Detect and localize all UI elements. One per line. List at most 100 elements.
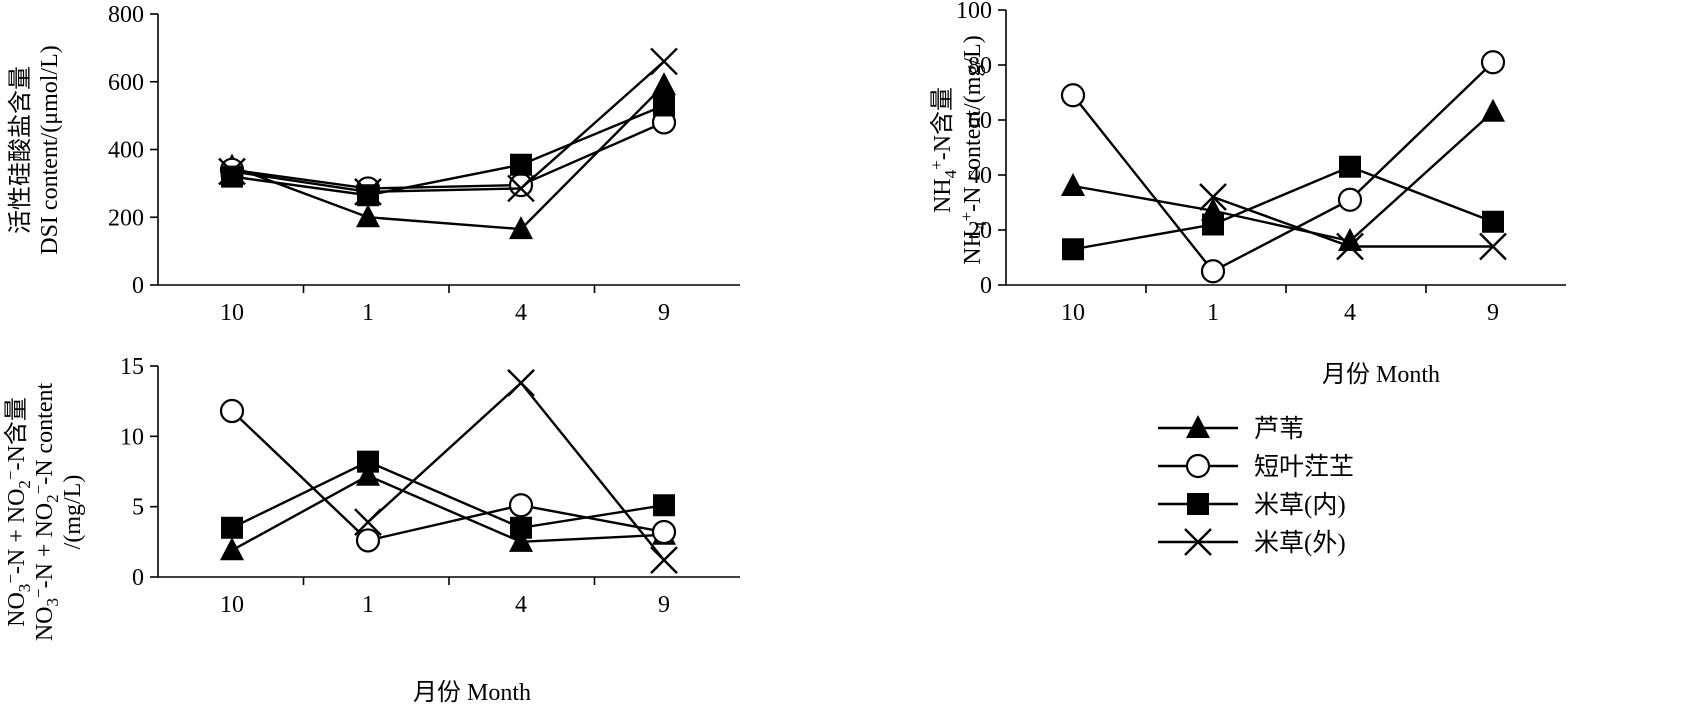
- data-point-cross: [1199, 183, 1227, 211]
- data-point-cross: [354, 177, 382, 206]
- data-point-circle: [508, 493, 534, 518]
- data-point-circle: [1200, 259, 1226, 284]
- data-point-cross: [354, 508, 382, 536]
- data-point-cross: [507, 369, 535, 397]
- legend-item: 米草(内): [1158, 491, 1346, 519]
- y-tick-label: 0: [132, 565, 144, 591]
- x-axis-title: 月份 Month: [1322, 361, 1440, 388]
- data-point-triangle: [509, 216, 533, 240]
- series-triangle: [220, 72, 676, 240]
- series-triangle: [220, 462, 676, 561]
- data-point-square: [221, 165, 243, 188]
- data-point-square: [653, 94, 675, 117]
- data-point-square: [1482, 210, 1504, 233]
- chart-dsi: 活性硅酸盐含量 DSI content/(μmol/L) 0 200 400 600 8…: [7, 2, 740, 326]
- data-point-triangle: [220, 537, 244, 561]
- x-tick-label: 4: [515, 300, 527, 326]
- x-tick-label: 1: [1207, 300, 1219, 326]
- x-tick-label: 10: [220, 592, 244, 618]
- data-point-cross: [650, 47, 678, 76]
- data-point-triangle: [1481, 98, 1505, 122]
- data-point-triangle: [1061, 173, 1085, 196]
- series-line: [1072, 110, 1494, 243]
- y-axis-title-cn: 活性硅酸盐含量: [7, 66, 34, 234]
- x-tick-label: 10: [1061, 300, 1085, 326]
- data-point-square: [653, 494, 675, 517]
- data-point-square: [221, 516, 243, 539]
- series-line: [231, 460, 665, 530]
- series-line: [231, 104, 665, 197]
- data-point-square: [510, 516, 532, 539]
- series-line: [231, 121, 665, 190]
- data-point-triangle: [356, 204, 380, 228]
- legend-marker-triangle: [1186, 415, 1210, 438]
- chart-no3no2: NO3−-N + NO2−-N含量 NO3−-N + NO2−-N conten…: [1, 354, 740, 706]
- x-tick-label: 1: [362, 592, 374, 618]
- series-square: [221, 450, 675, 539]
- data-point-circle: [651, 519, 677, 545]
- series-circle: [1060, 50, 1506, 284]
- data-point-triangle: [509, 528, 533, 552]
- series-line: [231, 474, 665, 552]
- data-point-cross: [218, 157, 246, 186]
- y-axis-title-unit: /(mg/L): [60, 475, 86, 550]
- data-point-square: [1339, 155, 1361, 178]
- y-tick-label: 800: [108, 2, 144, 28]
- data-point-square: [357, 184, 379, 207]
- legend-item: 短叶茳芏: [1158, 453, 1354, 481]
- y-tick-label: 20: [968, 218, 992, 244]
- legend-label: 短叶茳芏: [1254, 453, 1354, 481]
- data-point-cross: [1336, 232, 1364, 261]
- data-point-circle: [355, 528, 381, 553]
- legend-marker-cross: [1184, 528, 1212, 556]
- y-axis-title: 活性硅酸盐含量 DSI content/(μmol/L): [7, 45, 63, 255]
- legend-label: 米草(外): [1254, 529, 1346, 557]
- legend-label: 芦苇: [1254, 415, 1304, 443]
- series-line: [1072, 61, 1494, 273]
- data-point-square: [1202, 213, 1224, 236]
- y-tick-label: 600: [108, 70, 144, 96]
- series-line: [1072, 165, 1494, 251]
- legend-item: 芦苇: [1158, 415, 1304, 443]
- series-square: [221, 94, 675, 207]
- series-cross: [1199, 183, 1507, 261]
- data-point-square: [1062, 238, 1084, 261]
- data-point-cross: [650, 546, 678, 574]
- y-tick-label: 40: [968, 163, 992, 189]
- y-tick-label: 200: [108, 205, 144, 231]
- x-tick-label: 9: [1487, 300, 1499, 326]
- data-point-square: [510, 153, 532, 176]
- series-line: [231, 84, 665, 231]
- series-cross: [354, 369, 678, 574]
- data-point-square: [357, 450, 379, 473]
- y-tick-label: 100: [956, 0, 992, 24]
- y-tick-label: 5: [132, 495, 144, 521]
- legend-marker-circle: [1185, 453, 1211, 479]
- y-tick-label: 0: [132, 273, 144, 299]
- data-point-circle: [1337, 187, 1363, 212]
- y-tick-label: 10: [120, 424, 144, 450]
- y-tick-label: 80: [968, 53, 992, 79]
- chart-nh4: NH4+-N含量 NH4+-N content/(mg/L) 月份 Month …: [927, 0, 1566, 388]
- y-axis-title-en: NO3−-N + NO2−-N content: [29, 382, 62, 641]
- data-point-circle: [219, 398, 245, 424]
- y-tick-label: 400: [108, 138, 144, 164]
- y-axis-title-cn: NH4+-N含量: [927, 87, 960, 213]
- series-cross: [218, 47, 678, 206]
- y-axis-title-en: DSI content/(μmol/L): [37, 45, 63, 255]
- series-line: [231, 60, 665, 194]
- y-tick-label: 0: [980, 273, 992, 299]
- data-point-triangle: [652, 72, 676, 96]
- legend-marker-square: [1187, 493, 1209, 515]
- x-tick-label: 9: [658, 592, 670, 618]
- series-triangle: [1061, 98, 1505, 251]
- legend-label: 米草(内): [1254, 491, 1346, 519]
- data-point-circle: [508, 172, 534, 198]
- x-tick-label: 10: [220, 300, 244, 326]
- series-circle: [219, 110, 677, 201]
- data-point-cross: [507, 174, 535, 203]
- x-tick-label: 9: [658, 300, 670, 326]
- x-tick-label: 4: [515, 592, 527, 618]
